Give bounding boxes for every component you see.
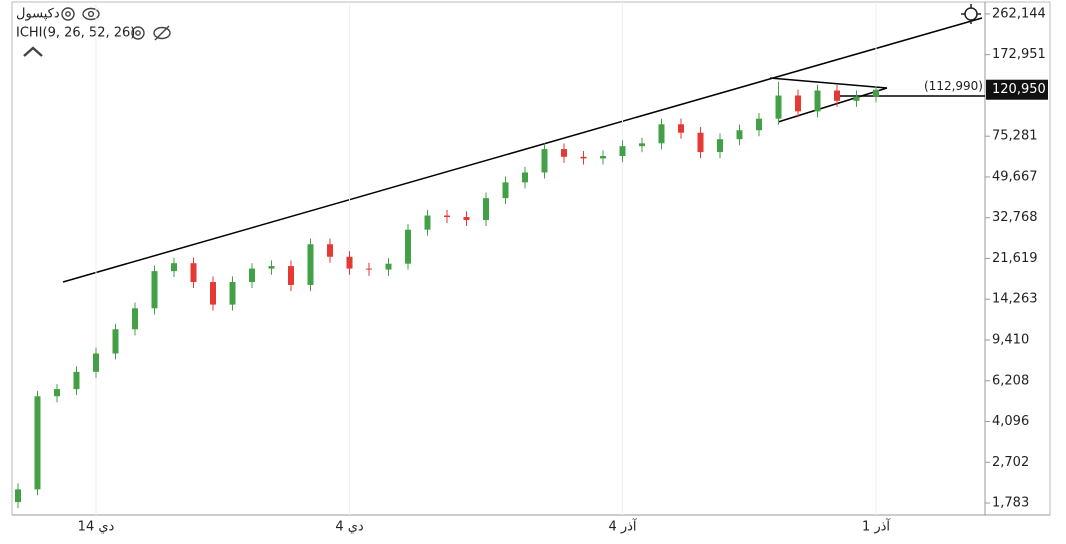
candle-body — [151, 271, 158, 309]
candle-body — [658, 124, 665, 144]
y-tick-label: 9,410 — [992, 332, 1029, 347]
x-tick-label: 4 آذر — [608, 518, 637, 535]
candle-body — [268, 266, 275, 269]
candle-body — [775, 95, 782, 119]
candle-body — [600, 156, 606, 159]
x-tick-label: 1 آذر — [862, 518, 891, 535]
candle-body — [229, 282, 236, 305]
candle-body — [190, 263, 197, 283]
candle-body — [756, 118, 762, 131]
candle-body — [639, 143, 645, 147]
candle-body — [171, 263, 177, 272]
y-tick-label: 14,263 — [992, 292, 1038, 307]
title-icons[interactable] — [23, 7, 171, 57]
x-tick-label: 4 دي — [335, 520, 364, 535]
candle-body — [541, 149, 548, 173]
y-tick-label: 172,951 — [992, 47, 1046, 62]
candle-body — [210, 282, 216, 305]
last-price-box — [986, 79, 1048, 100]
candle-body — [34, 396, 41, 490]
candle-body — [834, 90, 840, 101]
y-tick-label: 75,281 — [992, 129, 1038, 144]
y-tick-label: 2,702 — [992, 455, 1029, 470]
candle-body — [463, 217, 470, 221]
candle-body — [54, 389, 60, 397]
last-price-label: 120,950 — [992, 82, 1046, 97]
candle-body — [327, 244, 333, 257]
candle-body — [405, 229, 411, 264]
candle-body — [346, 256, 353, 269]
candle-body — [307, 244, 314, 285]
candle-body — [249, 268, 255, 283]
candle-body — [112, 329, 119, 354]
trend-lines — [62, 17, 985, 283]
y-tick-label: 262,144 — [992, 6, 1046, 21]
candle-body — [15, 489, 21, 503]
candle-body — [288, 266, 294, 285]
candle-body — [795, 95, 801, 112]
candle-body — [93, 353, 99, 372]
y-tick-label: 21,619 — [992, 251, 1038, 266]
price-note: (112,990) — [924, 79, 983, 93]
y-tick-label: 1,783 — [992, 496, 1029, 511]
candle-body — [444, 215, 450, 218]
crosshair-icon[interactable] — [961, 4, 981, 24]
candle-body — [580, 156, 587, 159]
candle-body — [697, 132, 704, 153]
candle-body — [522, 172, 528, 183]
y-tick-label: 32,768 — [992, 210, 1038, 225]
candle-body — [814, 90, 821, 112]
chart-frame — [11, 1, 1051, 516]
candle-body — [717, 139, 723, 153]
candle-body — [678, 124, 684, 133]
candle-body — [561, 149, 567, 157]
indicator-label: ICHI(9, 26, 52, 26) — [16, 26, 135, 41]
y-tick-label: 49,667 — [992, 169, 1038, 184]
candle-body — [619, 146, 626, 157]
candle-body — [366, 268, 372, 270]
candle-body — [73, 371, 80, 390]
chart-title: دكپسول — [16, 7, 60, 22]
candle-body — [132, 308, 138, 330]
candle-body — [853, 96, 860, 101]
candle-body — [483, 198, 489, 221]
candle-body — [873, 89, 879, 97]
y-tick-label: 6,208 — [992, 373, 1029, 388]
candle-body — [424, 215, 431, 230]
plot: 1,783 2,702 4,096 6,208 9,410 14,263 21,619 32,… — [15, 2, 1048, 535]
y-tick-label: 4,096 — [992, 414, 1029, 429]
candle-body — [502, 182, 509, 199]
x-tick-label: 14 دي — [78, 520, 115, 535]
candle-body — [736, 130, 743, 140]
candle-body — [385, 263, 392, 270]
